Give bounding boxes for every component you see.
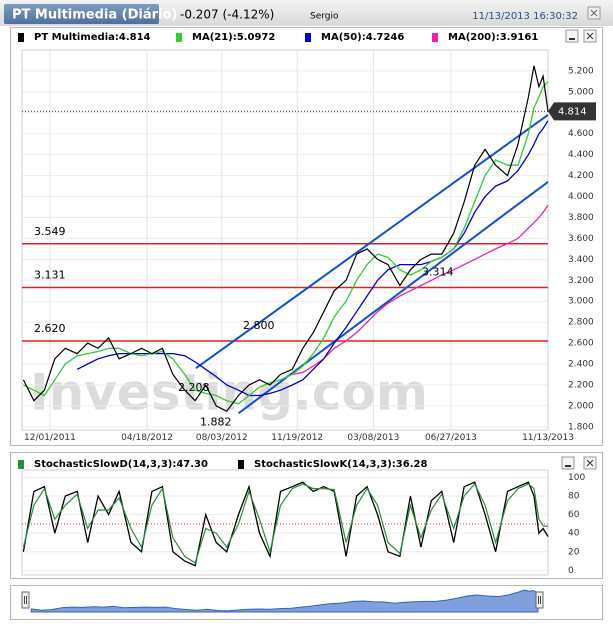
annotation: 2.208 bbox=[178, 381, 210, 394]
navigator-handle-right[interactable] bbox=[535, 591, 544, 609]
y-tick-label: 3.400 bbox=[568, 255, 594, 265]
y-tick-label: 5.000 bbox=[568, 87, 594, 97]
y-tick-label: 2.400 bbox=[568, 360, 594, 370]
y-tick-label: 3.200 bbox=[568, 276, 594, 286]
y-tick-label: 80 bbox=[568, 492, 580, 502]
legend-label: MA(50):4.7246 bbox=[321, 32, 404, 43]
level-label: 2.620 bbox=[34, 322, 66, 335]
x-tick-label: 11/19/2012 bbox=[271, 433, 323, 443]
trend-line bbox=[237, 181, 549, 415]
plot-frame bbox=[21, 49, 549, 431]
series-line bbox=[22, 481, 549, 567]
minimize-button[interactable] bbox=[561, 456, 575, 470]
y-tick-label: 4.200 bbox=[568, 171, 594, 181]
y-tick-label: 4.600 bbox=[568, 129, 594, 139]
y-tick-label: 40 bbox=[568, 529, 580, 539]
x-tick-label: 12/01/2011 bbox=[24, 433, 76, 443]
title: PT Multimedia (Diário) bbox=[12, 8, 177, 23]
close-icon bbox=[586, 459, 594, 467]
y-tick-label: 4.400 bbox=[568, 150, 594, 160]
x-tick-label: 11/13/2013 bbox=[522, 433, 574, 443]
watermark: Investing.com bbox=[30, 364, 428, 422]
annotation: 1.882 bbox=[200, 415, 232, 428]
user: Sergio bbox=[310, 12, 339, 22]
series-line bbox=[76, 120, 549, 397]
series-line bbox=[292, 204, 549, 376]
change: -0.207 (-4.12%) bbox=[180, 8, 274, 22]
legend-label: StochasticSlowD(14,3,3):47.30 bbox=[34, 459, 208, 470]
y-tick-label: 1.800 bbox=[568, 422, 594, 432]
stochastic-panel bbox=[10, 452, 603, 579]
x-tick-label: 03/08/2013 bbox=[347, 433, 399, 443]
y-tick-label: 60 bbox=[568, 510, 580, 520]
y-tick-label: 4.000 bbox=[568, 192, 594, 202]
timestamp: 11/13/2013 16:30:32 bbox=[472, 11, 578, 22]
level-label: 3.131 bbox=[34, 269, 66, 282]
x-tick-label: 04/18/2012 bbox=[121, 433, 173, 443]
navigator-handle-left[interactable] bbox=[21, 591, 30, 609]
y-tick-label: 2.600 bbox=[568, 339, 594, 349]
y-tick-label: 100 bbox=[568, 473, 585, 483]
legend-label: StochasticSlowK(14,3,3):36.28 bbox=[254, 459, 427, 470]
y-tick-label: 3.600 bbox=[568, 234, 594, 244]
title-tab bbox=[4, 4, 159, 24]
plot-frame bbox=[21, 469, 549, 576]
legend-label: PT Multimedia:4.814 bbox=[34, 32, 151, 43]
y-tick-label: 0 bbox=[568, 566, 574, 576]
series-line bbox=[22, 65, 549, 412]
legend-swatch bbox=[176, 33, 182, 42]
trend-line bbox=[195, 114, 549, 370]
legend-swatch bbox=[18, 33, 24, 42]
y-tick-label: 2.800 bbox=[568, 318, 594, 328]
handle-grip bbox=[538, 596, 541, 604]
handle-grip bbox=[24, 596, 27, 604]
x-tick-label: 06/27/2013 bbox=[425, 433, 477, 443]
close-icon bbox=[586, 32, 594, 40]
y-tick-label: 3.000 bbox=[568, 297, 594, 307]
series-line bbox=[22, 482, 549, 564]
y-tick-label: 3.800 bbox=[568, 213, 594, 223]
last-price-label: 4.814 bbox=[558, 106, 587, 117]
annotation: 2.800 bbox=[243, 319, 275, 332]
x-tick-label: 08/03/2012 bbox=[196, 433, 248, 443]
legend-swatch bbox=[305, 33, 311, 42]
last-price-box bbox=[548, 102, 596, 121]
level-label: 3.549 bbox=[34, 225, 66, 238]
navigator-area bbox=[30, 589, 539, 613]
y-tick-label: 2.000 bbox=[568, 401, 594, 411]
y-tick-label: 2.200 bbox=[568, 380, 594, 390]
collapse-icon bbox=[590, 9, 598, 17]
y-tick-label: 5.200 bbox=[568, 66, 594, 76]
legend-swatch bbox=[18, 460, 24, 469]
minimize-button[interactable] bbox=[565, 29, 579, 43]
legend-label: MA(21):5.0972 bbox=[192, 32, 275, 43]
panel-buttons bbox=[561, 29, 597, 470]
legend-swatch bbox=[238, 460, 244, 469]
legend-swatch bbox=[432, 33, 438, 42]
annotation: 3.314 bbox=[422, 265, 454, 278]
legend-label: MA(200):3.9161 bbox=[448, 32, 538, 43]
y-tick-label: 20 bbox=[568, 547, 580, 557]
